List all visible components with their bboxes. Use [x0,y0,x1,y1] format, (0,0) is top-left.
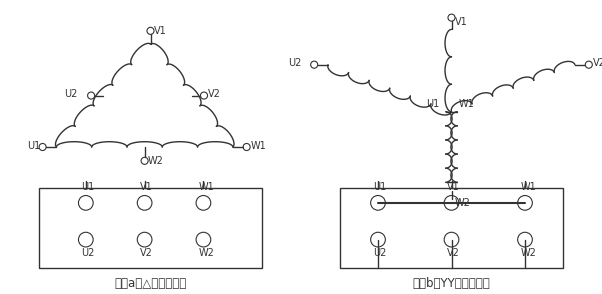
Text: V2: V2 [140,248,153,258]
Text: V2: V2 [592,58,602,68]
Text: V1: V1 [455,17,468,27]
Text: W1: W1 [521,182,536,192]
Text: U1: U1 [426,99,439,109]
Text: V1: V1 [154,26,167,36]
Text: W1: W1 [250,141,266,151]
Text: W2: W2 [199,248,215,258]
Text: U1: U1 [81,182,95,192]
Text: U2: U2 [64,89,77,99]
Bar [39,188,262,268]
Text: W2: W2 [455,198,471,208]
Text: U2: U2 [374,248,387,258]
Text: U2: U2 [81,248,95,258]
Text: W2: W2 [521,248,536,258]
Text: W1: W1 [199,182,215,192]
Text: V2: V2 [447,248,460,258]
Text: W2: W2 [148,156,164,166]
Text: V2: V2 [208,89,221,99]
Text: 图（b）YY接（高速）: 图（b）YY接（高速） [412,277,491,290]
Text: V1: V1 [140,182,153,192]
Bar [340,188,563,268]
Text: V1: V1 [447,182,460,192]
Text: 图（a）△接（低速）: 图（a）△接（低速） [114,277,187,290]
Text: W1: W1 [459,99,474,109]
Text: U1: U1 [27,141,40,151]
Text: U2: U2 [288,58,302,68]
Text: U1: U1 [374,182,387,192]
